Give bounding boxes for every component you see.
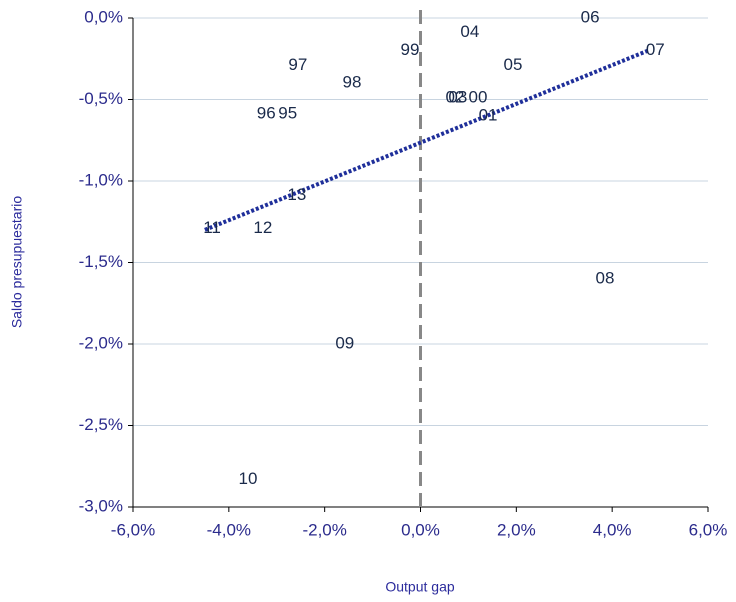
point-label: 06 bbox=[581, 7, 600, 26]
x-tick-label: 6,0% bbox=[689, 520, 728, 539]
point-label: 02 bbox=[446, 87, 465, 106]
x-tick-label: -6,0% bbox=[111, 520, 155, 539]
point-label: 08 bbox=[596, 268, 615, 287]
x-tick-label: 4,0% bbox=[593, 520, 632, 539]
point-label: 04 bbox=[460, 22, 479, 41]
y-tick-label: -2,5% bbox=[79, 415, 123, 434]
point-label: 97 bbox=[288, 55, 307, 74]
point-label: 05 bbox=[504, 55, 523, 74]
y-axis-label: Saldo presupuestario bbox=[9, 196, 25, 329]
x-tick-label: -4,0% bbox=[207, 520, 251, 539]
point-label: 07 bbox=[646, 40, 665, 59]
point-label: 11 bbox=[203, 218, 221, 237]
point-label: 03 bbox=[448, 87, 467, 106]
y-tick-label: -3,0% bbox=[79, 496, 123, 515]
y-tick-label: -2,0% bbox=[79, 333, 123, 352]
point-label: 01 bbox=[479, 105, 498, 124]
trend-line bbox=[204, 48, 649, 232]
x-tick-label: 0,0% bbox=[401, 520, 440, 539]
point-label: 96 bbox=[257, 104, 276, 123]
point-label: 00 bbox=[469, 87, 488, 106]
point-label: 12 bbox=[253, 218, 272, 237]
x-axis-label: Output gap bbox=[385, 579, 454, 595]
x-tick-label: 2,0% bbox=[497, 520, 536, 539]
y-tick-label: -0,5% bbox=[79, 89, 123, 108]
point-label: 09 bbox=[335, 333, 354, 352]
point-label: 98 bbox=[343, 73, 362, 92]
point-label: 10 bbox=[239, 469, 258, 488]
point-label: 95 bbox=[278, 104, 297, 123]
y-tick-label: -1,0% bbox=[79, 170, 123, 189]
x-tick-label: -2,0% bbox=[302, 520, 346, 539]
point-label: 99 bbox=[400, 40, 419, 59]
point-label: 13 bbox=[287, 185, 306, 204]
y-tick-label: -1,5% bbox=[79, 252, 123, 271]
y-tick-label: 0,0% bbox=[84, 7, 123, 26]
